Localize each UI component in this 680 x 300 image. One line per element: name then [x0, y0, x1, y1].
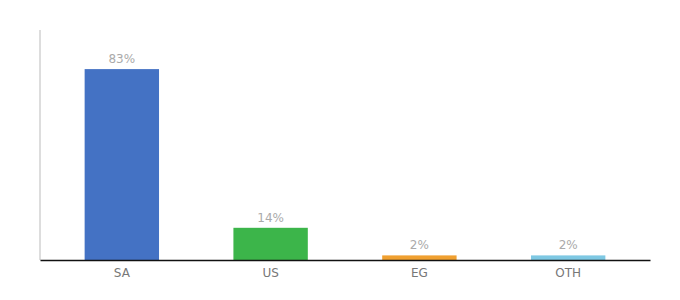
x-tick: SA — [114, 266, 131, 280]
plot-area: SA US EG OTH 83% 14% 2% 2% — [40, 30, 651, 280]
bars — [85, 69, 606, 260]
y-axis — [40, 30, 41, 260]
data-label: 14% — [257, 211, 284, 225]
chart-container: SA US EG OTH 83% 14% 2% 2% — [0, 0, 680, 300]
chart-svg: SA US EG OTH 83% 14% 2% 2% — [0, 0, 680, 300]
x-tick: US — [262, 266, 278, 280]
y-axis-line — [40, 30, 41, 260]
bar — [85, 69, 159, 260]
x-tick: EG — [411, 266, 428, 280]
bar — [233, 228, 307, 260]
x-axis: SA US EG OTH — [41, 261, 651, 280]
x-tick-label: OTH — [555, 266, 581, 280]
data-labels: 83% 14% 2% 2% — [108, 52, 577, 252]
x-tick-label: EG — [411, 266, 428, 280]
x-tick: OTH — [555, 266, 581, 280]
bar — [382, 255, 456, 260]
bar — [531, 255, 605, 260]
data-label: 2% — [410, 238, 429, 252]
data-label: 2% — [559, 238, 578, 252]
x-tick-label: SA — [114, 266, 131, 280]
x-axis-line — [41, 260, 651, 262]
data-label: 83% — [108, 52, 135, 66]
x-tick-label: US — [262, 266, 278, 280]
